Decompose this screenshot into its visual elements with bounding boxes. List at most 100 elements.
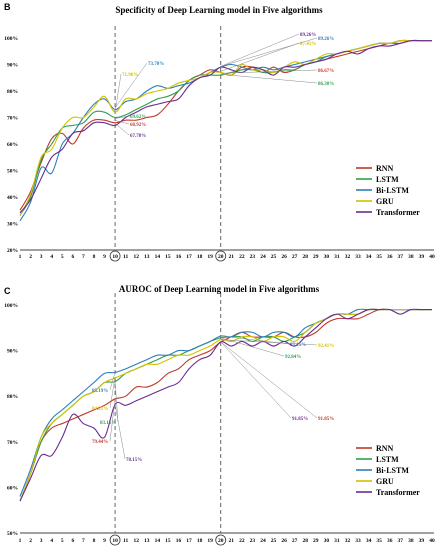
x-tick-label: 15 xyxy=(165,254,171,260)
x-tick-label: 25 xyxy=(271,254,277,260)
legend-label: GRU xyxy=(376,197,394,206)
x-tick-label: 14 xyxy=(155,538,161,544)
annotation-label: 92.41% xyxy=(318,344,334,349)
annotation-label: 91.85% xyxy=(318,417,334,422)
y-tick-label: 70% xyxy=(7,440,18,446)
x-tick-label: 3 xyxy=(40,538,43,544)
series-line-lstm xyxy=(19,308,432,502)
series-line-rnn xyxy=(19,308,432,502)
x-tick-label: 16 xyxy=(176,538,182,544)
x-tick-label: 27 xyxy=(292,254,298,260)
y-tick-label: 40% xyxy=(7,195,18,201)
x-tick-label: 37 xyxy=(398,254,404,260)
x-tick-label: 1 xyxy=(19,254,22,260)
y-tick-label: 80% xyxy=(7,394,18,400)
legend-label: RNN xyxy=(376,164,394,173)
x-tick-label: 14 xyxy=(155,254,161,260)
panel-label: C xyxy=(4,286,11,296)
legend-label: Transformer xyxy=(376,208,420,217)
x-tick-label: 34 xyxy=(366,254,372,260)
x-tick-label: 28 xyxy=(302,538,308,544)
x-tick-label: 11 xyxy=(123,254,128,260)
annotation-leader xyxy=(115,115,130,119)
chart-panel-c: C AUROC of Deep Learning model in Five al… xyxy=(4,284,435,546)
x-tick-label: 32 xyxy=(345,254,351,260)
annotation-label: 87.41% xyxy=(300,42,316,47)
annotation-leader xyxy=(114,381,119,423)
x-tick-label: 33 xyxy=(355,538,361,544)
y-tick-label: 100% xyxy=(4,36,18,42)
x-tick-label: 13 xyxy=(144,538,150,544)
legend-label: LSTM xyxy=(376,455,399,464)
annotation-label: 93.15% xyxy=(290,343,306,348)
x-tick-label: 23 xyxy=(250,538,256,544)
x-tick-label: 24 xyxy=(260,538,266,544)
x-tick-label: 28 xyxy=(302,254,308,260)
legend-label: Bi-LSTM xyxy=(376,466,409,475)
annotation-leader xyxy=(220,37,318,67)
y-tick-label: 90% xyxy=(7,63,18,69)
annotation-label: 86.67% xyxy=(318,69,334,74)
x-tick-label: 35 xyxy=(376,538,382,544)
x-tick-label: 26 xyxy=(281,254,287,260)
x-tick-label: 20 xyxy=(218,254,224,260)
x-tick-label: 21 xyxy=(229,254,235,260)
annotation-leader xyxy=(220,341,318,419)
annotation-leader xyxy=(114,404,126,460)
x-tick-label: 2 xyxy=(29,538,32,544)
annotation-label: 69.62% xyxy=(130,115,146,120)
x-tick-label: 24 xyxy=(260,254,266,260)
annotation-leader xyxy=(114,62,148,108)
x-tick-label: 22 xyxy=(239,538,245,544)
highlight-tick-circle xyxy=(215,250,227,262)
x-tick-label: 10 xyxy=(112,254,118,260)
x-tick-label: 32 xyxy=(345,538,351,544)
series-line-transformer xyxy=(19,308,432,502)
annotation-leader xyxy=(109,398,116,442)
x-tick-label: 38 xyxy=(408,254,414,260)
legend-label: RNN xyxy=(376,444,394,453)
chart-title: Specificity of Deep Learning model in Fi… xyxy=(115,5,323,15)
x-tick-label: 7 xyxy=(82,254,85,260)
annotation-leader xyxy=(220,42,300,72)
x-tick-label: 35 xyxy=(376,254,382,260)
x-tick-label: 40 xyxy=(429,538,435,544)
x-tick-label: 30 xyxy=(324,538,330,544)
x-tick-label: 9 xyxy=(103,538,106,544)
x-tick-label: 16 xyxy=(176,254,182,260)
highlight-tick-circle xyxy=(109,250,121,262)
x-tick-label: 33 xyxy=(355,254,361,260)
x-tick-label: 21 xyxy=(229,538,235,544)
x-tick-label: 40 xyxy=(429,254,435,260)
x-tick-label: 4 xyxy=(50,254,53,260)
x-tick-label: 37 xyxy=(398,538,404,544)
legend-label: Transformer xyxy=(376,488,420,497)
annotation-leader xyxy=(220,341,292,419)
annotation-leader xyxy=(220,33,300,67)
x-tick-label: 18 xyxy=(197,538,203,544)
x-tick-label: 18 xyxy=(197,254,203,260)
x-tick-label: 20 xyxy=(218,538,224,544)
y-tick-label: 70% xyxy=(7,116,18,122)
x-tick-label: 39 xyxy=(419,538,425,544)
chart-title: AUROC of Deep Learning model in Five alg… xyxy=(119,284,320,294)
y-tick-label: 100% xyxy=(4,303,18,309)
y-tick-label: 50% xyxy=(7,169,18,175)
x-tick-label: 17 xyxy=(186,254,192,260)
x-tick-label: 19 xyxy=(207,538,213,544)
x-tick-label: 34 xyxy=(366,538,372,544)
x-tick-label: 8 xyxy=(93,538,96,544)
annotation-label: 92.84% xyxy=(285,355,301,360)
annotation-label: 89.26% xyxy=(300,33,316,38)
x-tick-label: 31 xyxy=(334,254,340,260)
x-tick-label: 5 xyxy=(61,254,64,260)
x-tick-label: 8 xyxy=(93,254,96,260)
series-line-gru xyxy=(19,39,432,216)
series-line-transformer xyxy=(19,39,432,214)
x-tick-label: 10 xyxy=(112,538,118,544)
x-tick-label: 29 xyxy=(313,254,319,260)
annotation-leader xyxy=(115,120,130,125)
highlight-tick-circle xyxy=(109,534,121,546)
annotation-leader xyxy=(220,339,318,346)
